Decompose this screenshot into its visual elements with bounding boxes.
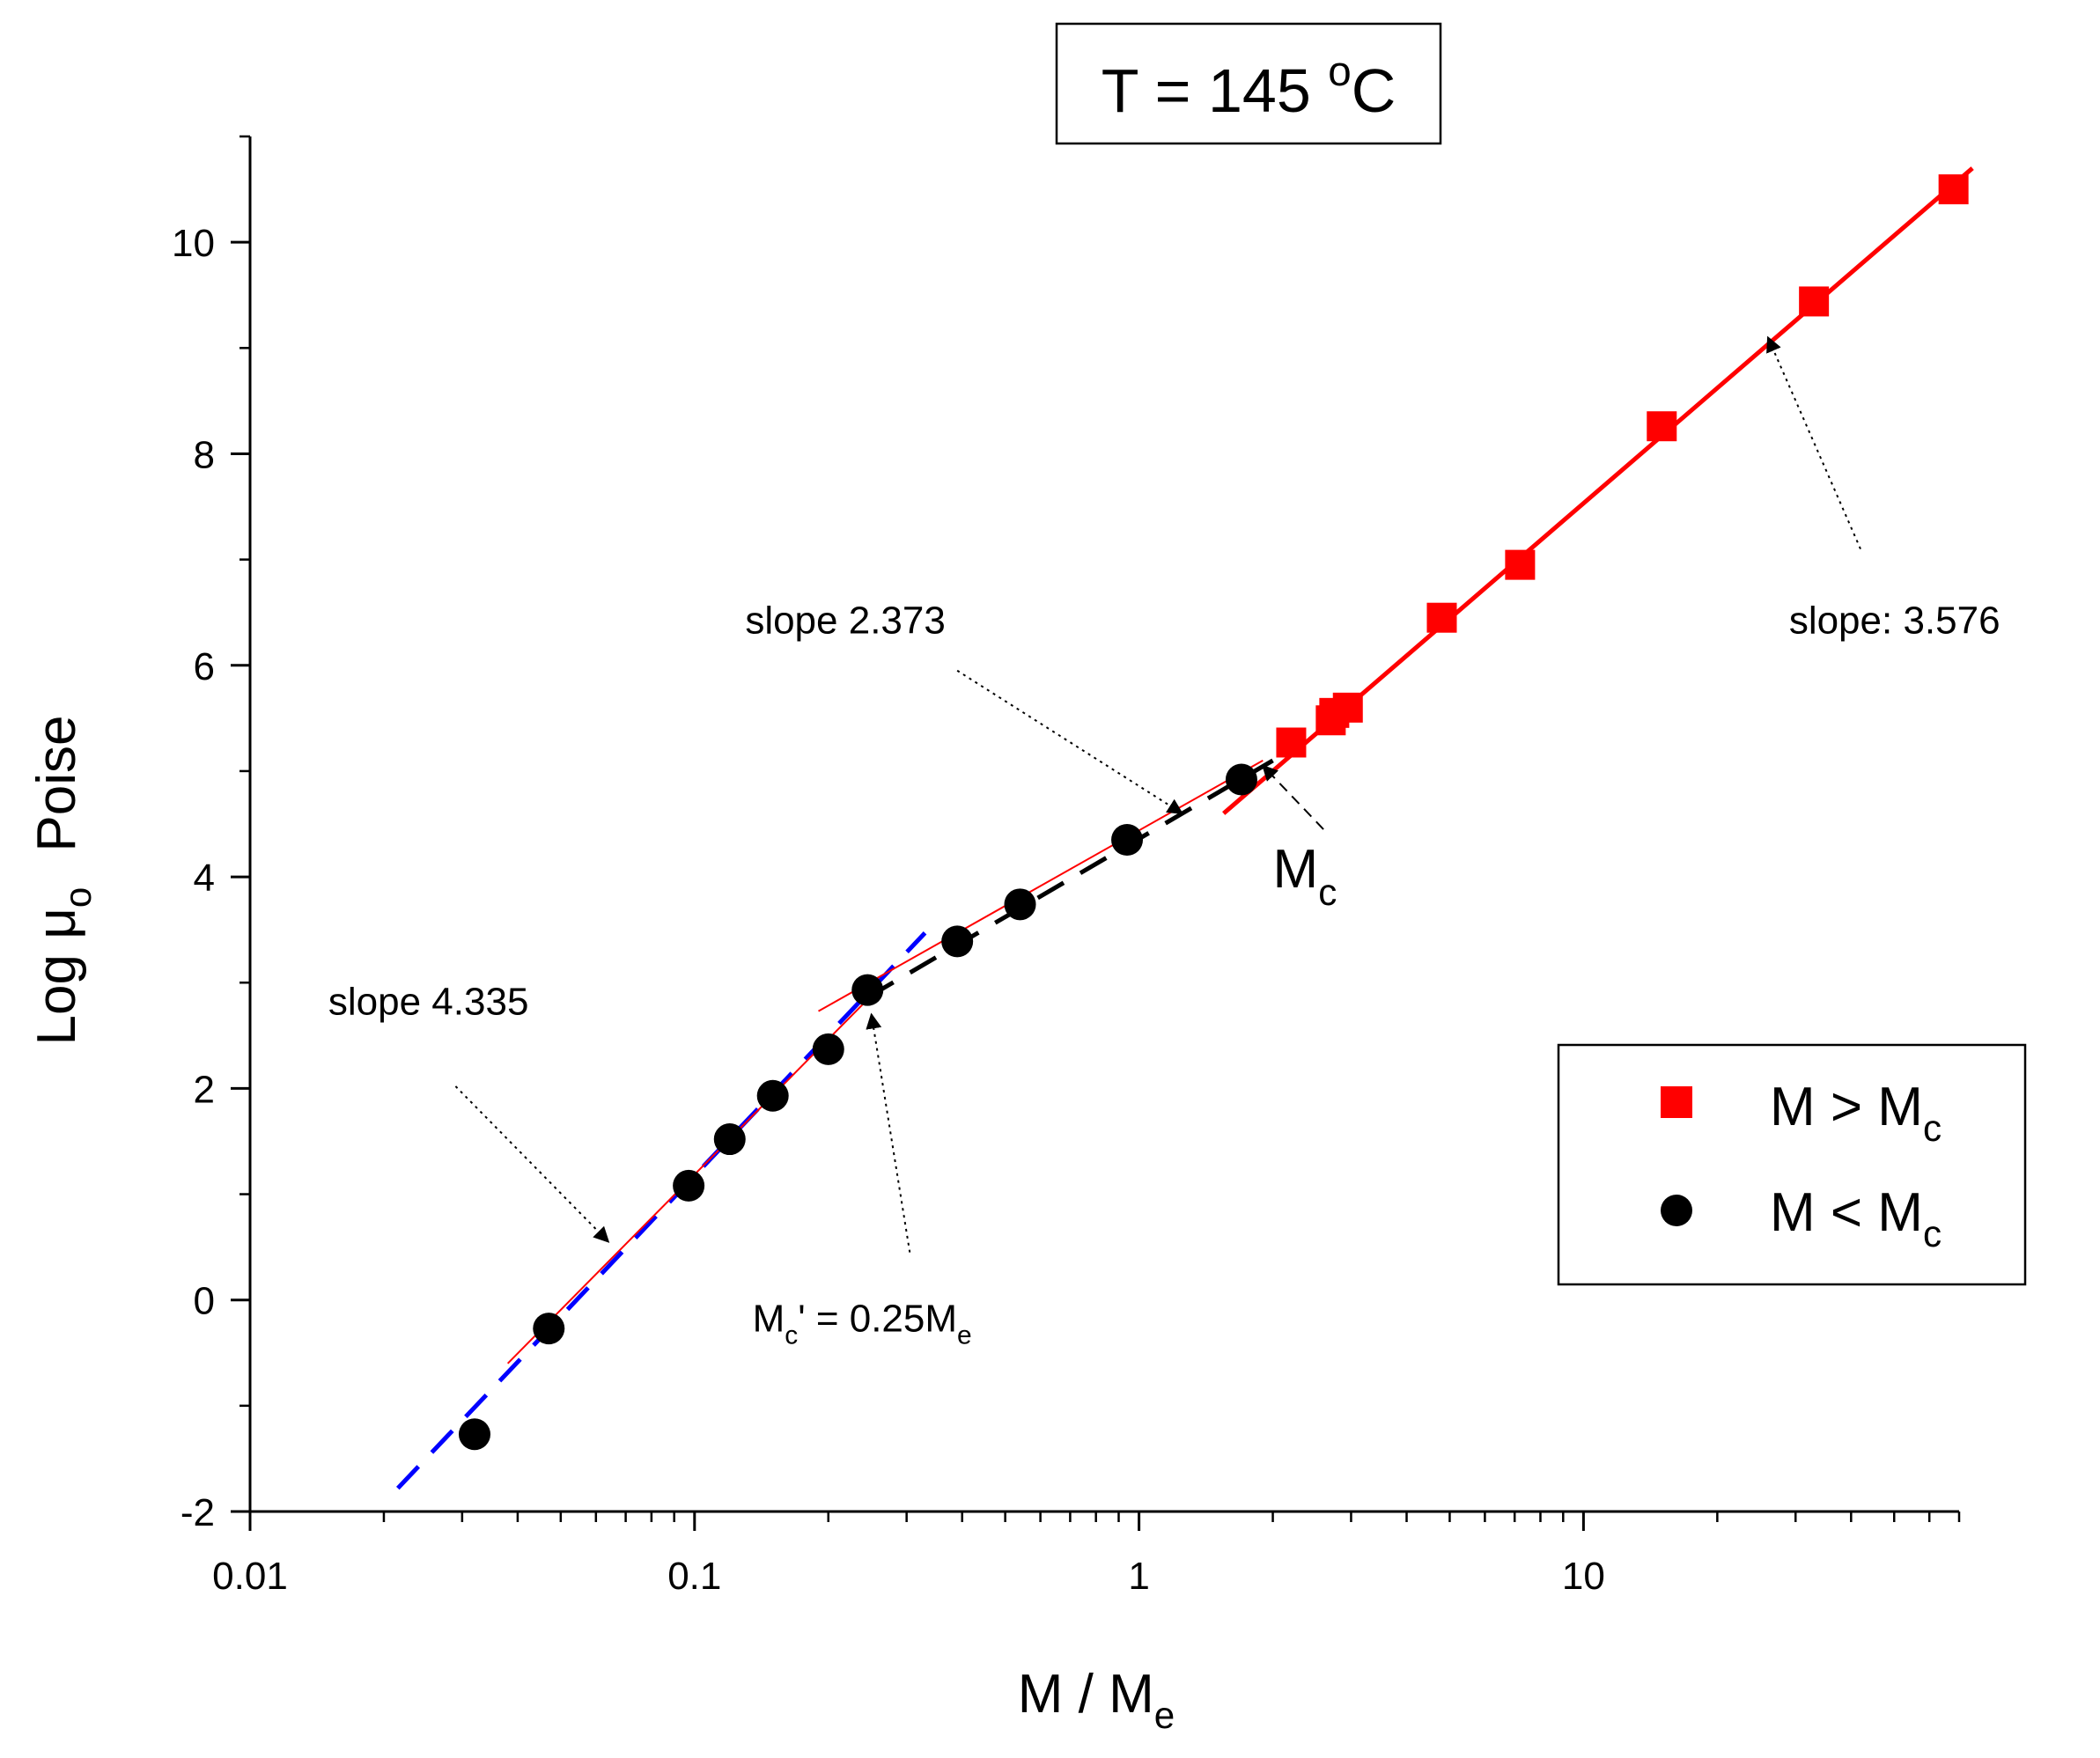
point-m-gt-mc-0 (1276, 727, 1307, 758)
x-tick-label: 10 (1562, 1555, 1605, 1598)
annot-mc-text: Mc (1273, 839, 1337, 913)
annot-slope-4335-text: slope 4.335 (328, 980, 529, 1023)
y-tick-label: 8 (194, 433, 215, 476)
y-tick-label: 2 (194, 1068, 215, 1111)
point-m-lt-mc-0 (458, 1418, 490, 1451)
point-m-gt-mc-3 (1332, 692, 1363, 723)
x-tick-label: 0.1 (667, 1555, 721, 1598)
point-m-lt-mc-1 (533, 1313, 565, 1345)
x-axis-title: M / Me (1018, 1664, 1175, 1736)
annot-slope-3576-text: slope: 3.576 (1789, 599, 2001, 643)
annot-slope-2373-arrow (956, 669, 1184, 814)
annot-mc-prime-arrow (866, 1012, 911, 1253)
data-points (458, 174, 1969, 1451)
y-tick-label: 4 (194, 857, 215, 900)
point-m-lt-mc-10 (1225, 763, 1257, 796)
annot-mc-prime-text: Mc' = 0.25Me (753, 1298, 972, 1350)
annot-slope-4335-arrow (454, 1085, 610, 1243)
title-box (1055, 22, 1442, 145)
annot-slope-2373-text: slope 2.373 (745, 599, 946, 643)
x-tick-label: 1 (1128, 1555, 1149, 1598)
point-m-lt-mc-3 (713, 1123, 746, 1156)
legend-label-m-lt-mc: M < Mc (1770, 1182, 1942, 1254)
chart-title: T = 145 oC (1102, 48, 1396, 125)
point-m-lt-mc-5 (812, 1033, 844, 1065)
point-m-gt-mc-8 (1938, 174, 1969, 205)
axes: 0.01 0.1 1 10 -2 0 2 4 6 8 10 (172, 135, 1961, 1598)
y-tick-label: 0 (194, 1280, 215, 1323)
annot-slope-3576-arrow (1766, 335, 1861, 550)
point-m-gt-mc-5 (1505, 549, 1536, 580)
annotations: slope 4.335 Mc' = 0.25Me slope 2.373 Mc slop… (328, 335, 2001, 1350)
fit-lines (396, 166, 1974, 1490)
legend-marker-circle (1661, 1195, 1692, 1226)
fit-slope-4.335 (396, 931, 927, 1490)
y-tick-label: 10 (172, 222, 215, 265)
x-tick-label: 0.01 (212, 1555, 288, 1598)
y-axis-title: Log μoPoise (26, 716, 99, 1046)
point-m-lt-mc-9 (1111, 824, 1144, 857)
point-m-gt-mc-4 (1426, 602, 1457, 633)
point-m-lt-mc-2 (673, 1169, 705, 1202)
fit-red-thin-mid (818, 760, 1264, 1012)
legend-box (1557, 1043, 2027, 1286)
fit-slope-2.373 (866, 758, 1274, 1000)
annot-mc-arrow (1262, 764, 1324, 830)
point-m-lt-mc-7 (941, 925, 974, 958)
point-m-gt-mc-6 (1647, 411, 1677, 442)
y-tick-label: 6 (194, 645, 215, 688)
legend-label-m-gt-mc: M > Mc (1770, 1077, 1942, 1149)
legend: M > Mc M < Mc (1557, 1043, 2027, 1286)
point-m-lt-mc-4 (756, 1079, 789, 1112)
point-m-lt-mc-6 (851, 974, 884, 1006)
y-tick-label: -2 (181, 1491, 215, 1534)
point-m-lt-mc-8 (1004, 888, 1036, 921)
legend-marker-square (1661, 1086, 1692, 1118)
point-m-gt-mc-7 (1799, 286, 1830, 317)
